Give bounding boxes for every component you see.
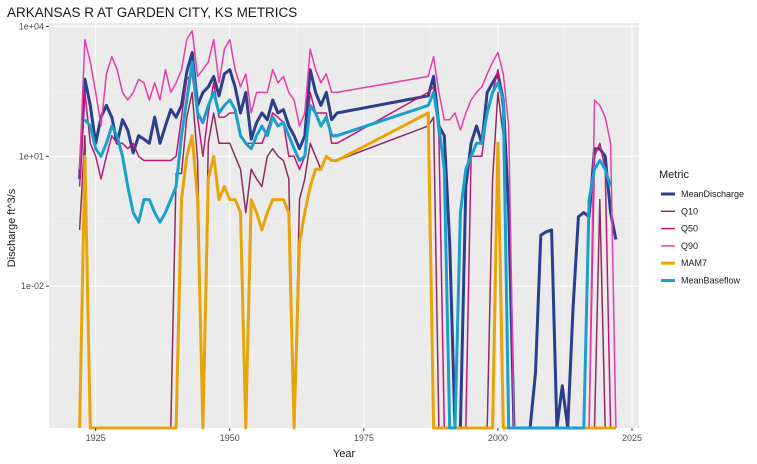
legend: Metric MeanDischarge Q10 Q50 Q90 MAM7 MeanBas… <box>659 169 744 286</box>
legend-label-q50: Q50 <box>681 224 698 234</box>
legend-label-meanbaseflow: MeanBaseflow <box>681 276 741 286</box>
x-tick-label: 2000 <box>488 433 508 443</box>
series-line-meanbaseflow <box>83 60 613 430</box>
series-line-mam7 <box>78 111 616 430</box>
legend-title: Metric <box>659 169 689 181</box>
x-axis: 1925 1950 1975 2000 2025 <box>86 428 642 443</box>
legend-label-mam7: MAM7 <box>681 258 707 268</box>
chart-title: ARKANSAS R AT GARDEN CITY, KS METRICS <box>7 5 297 20</box>
x-tick-label: 1950 <box>220 433 240 443</box>
legend-label-q90: Q90 <box>681 241 698 251</box>
series-line-q90 <box>78 29 617 429</box>
series-line-meandischarge <box>78 51 618 430</box>
series-line-q10 <box>78 91 616 429</box>
series-line-q50 <box>78 68 612 429</box>
legend-label-meandischarge: MeanDischarge <box>681 189 744 199</box>
x-tick-label: 1975 <box>354 433 374 443</box>
x-axis-title: Year <box>333 448 356 460</box>
y-axis: 1e-02 1e+01 1e+04 <box>19 21 49 291</box>
y-tick-label: 1e+01 <box>19 151 44 161</box>
x-tick-label: 1925 <box>86 433 106 443</box>
legend-label-q10: Q10 <box>681 206 698 216</box>
y-axis-title: Discharge ft^3/s <box>6 188 18 267</box>
y-tick-label: 1e-02 <box>21 281 44 291</box>
y-tick-label: 1e+04 <box>19 21 44 31</box>
x-tick-label: 2025 <box>622 433 642 443</box>
series-lines <box>78 29 618 430</box>
